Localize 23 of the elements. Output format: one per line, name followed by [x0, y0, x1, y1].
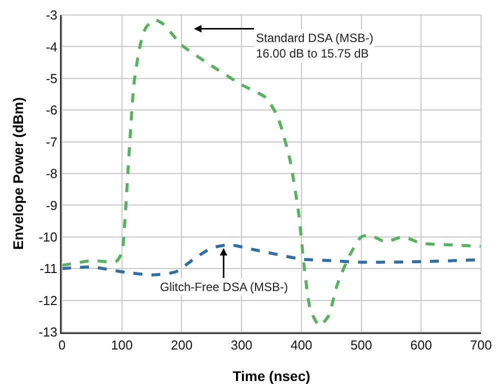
y-tick-label: -4 [46, 39, 58, 54]
y-tick-label: -5 [46, 70, 58, 86]
x-tick-label: 700 [470, 338, 492, 353]
y-tick-label: -10 [38, 229, 58, 244]
y-tick-label: -12 [38, 292, 58, 308]
annotation: Glitch-Free DSA (MSB-) [160, 280, 288, 294]
y-tick-label: -7 [46, 134, 58, 150]
x-tick-label: 200 [170, 338, 193, 353]
y-tick-label: -9 [46, 198, 58, 213]
y-tick-label: -3 [46, 8, 58, 23]
y-axis-title: Envelope Power (dBm) [10, 97, 26, 250]
y-tick-label: -8 [46, 166, 58, 182]
x-axis-title: Time (nsec) [232, 368, 310, 384]
x-tick-label: 0 [58, 338, 66, 353]
x-tick-label: 400 [290, 338, 312, 353]
x-tick-label: 100 [111, 338, 133, 353]
y-tick-label: -6 [46, 102, 58, 118]
x-tick-label: 500 [350, 338, 372, 353]
x-tick-label: 300 [230, 338, 252, 353]
y-tick-label: -11 [40, 261, 58, 276]
x-tick-label: 600 [410, 338, 432, 353]
annotation: Standard DSA (MSB-) 16.00 dB to 15.75 dB [256, 31, 374, 61]
y-tick-label: -13 [38, 324, 58, 340]
